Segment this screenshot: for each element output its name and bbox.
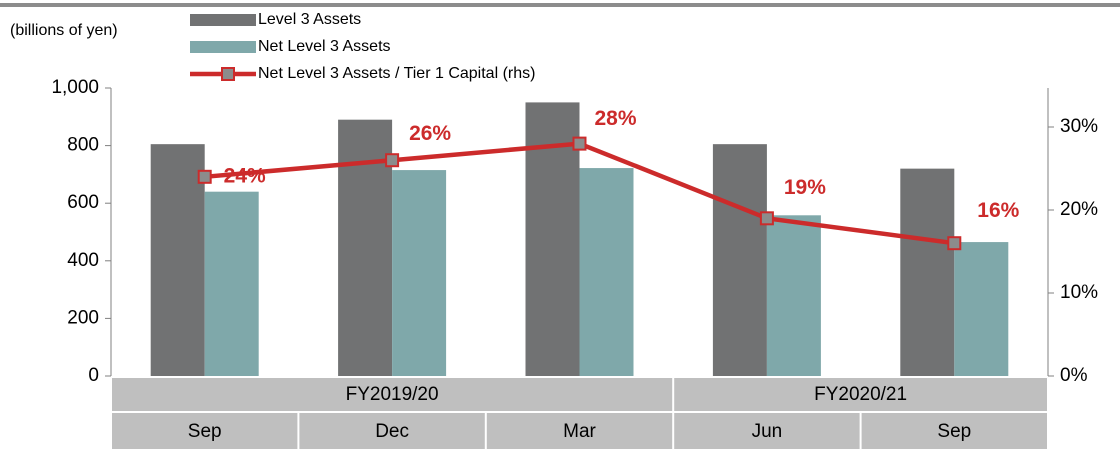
x-tick-label: Jun bbox=[752, 421, 783, 442]
bar bbox=[338, 119, 393, 377]
y-tick-label: 400 bbox=[67, 250, 99, 271]
y2-tick-label: 20% bbox=[1060, 199, 1098, 220]
top-rule bbox=[0, 3, 1120, 7]
bar bbox=[766, 215, 821, 376]
legend-label: Net Level 3 Assets / Tier 1 Capital (rhs… bbox=[258, 65, 535, 82]
data-label: 26% bbox=[409, 122, 451, 145]
line-marker bbox=[759, 211, 774, 226]
x-tick-label: Sep bbox=[937, 421, 971, 442]
legend-swatch bbox=[190, 14, 256, 26]
y-tick-label: 600 bbox=[67, 192, 99, 213]
category-cell bbox=[112, 413, 298, 449]
category-cell bbox=[299, 413, 485, 449]
group-label: FY2019/20 bbox=[346, 384, 439, 405]
line-marker bbox=[572, 136, 587, 151]
bar bbox=[392, 170, 447, 376]
line-marker bbox=[197, 169, 212, 184]
category-cell bbox=[674, 413, 860, 449]
line-marker bbox=[385, 153, 400, 168]
y-tick-label: 0 bbox=[88, 365, 99, 386]
data-label: 24% bbox=[224, 164, 266, 187]
group-cell bbox=[674, 378, 1047, 411]
x-tick-label: Sep bbox=[188, 421, 222, 442]
category-cell bbox=[861, 413, 1047, 449]
y-axis-label: (billions of yen) bbox=[10, 22, 118, 39]
y2-tick-label: 10% bbox=[1060, 282, 1098, 303]
bar bbox=[204, 191, 259, 376]
data-label: 28% bbox=[594, 107, 636, 130]
x-tick-label: Mar bbox=[563, 421, 596, 442]
x-tick-label: Dec bbox=[375, 421, 409, 442]
y-tick-label: 800 bbox=[67, 135, 99, 156]
category-cell bbox=[486, 413, 673, 449]
bar bbox=[712, 144, 767, 376]
legend-swatch bbox=[190, 41, 256, 53]
y2-tick-label: 30% bbox=[1060, 116, 1098, 137]
y-tick-label: 1,000 bbox=[51, 77, 99, 98]
line-marker bbox=[947, 236, 962, 251]
bar bbox=[954, 242, 1009, 376]
group-label: FY2020/21 bbox=[814, 384, 907, 405]
y2-tick-label: 0% bbox=[1060, 365, 1088, 386]
data-label: 16% bbox=[977, 199, 1019, 222]
data-label: 19% bbox=[784, 176, 826, 199]
legend-label: Level 3 Assets bbox=[258, 11, 361, 28]
bar bbox=[579, 168, 634, 376]
bar bbox=[150, 144, 205, 376]
group-cell bbox=[112, 378, 673, 411]
legend-label: Net Level 3 Assets bbox=[258, 38, 391, 55]
legend-marker bbox=[221, 67, 235, 81]
y-tick-label: 200 bbox=[67, 307, 99, 328]
bar bbox=[900, 168, 955, 376]
